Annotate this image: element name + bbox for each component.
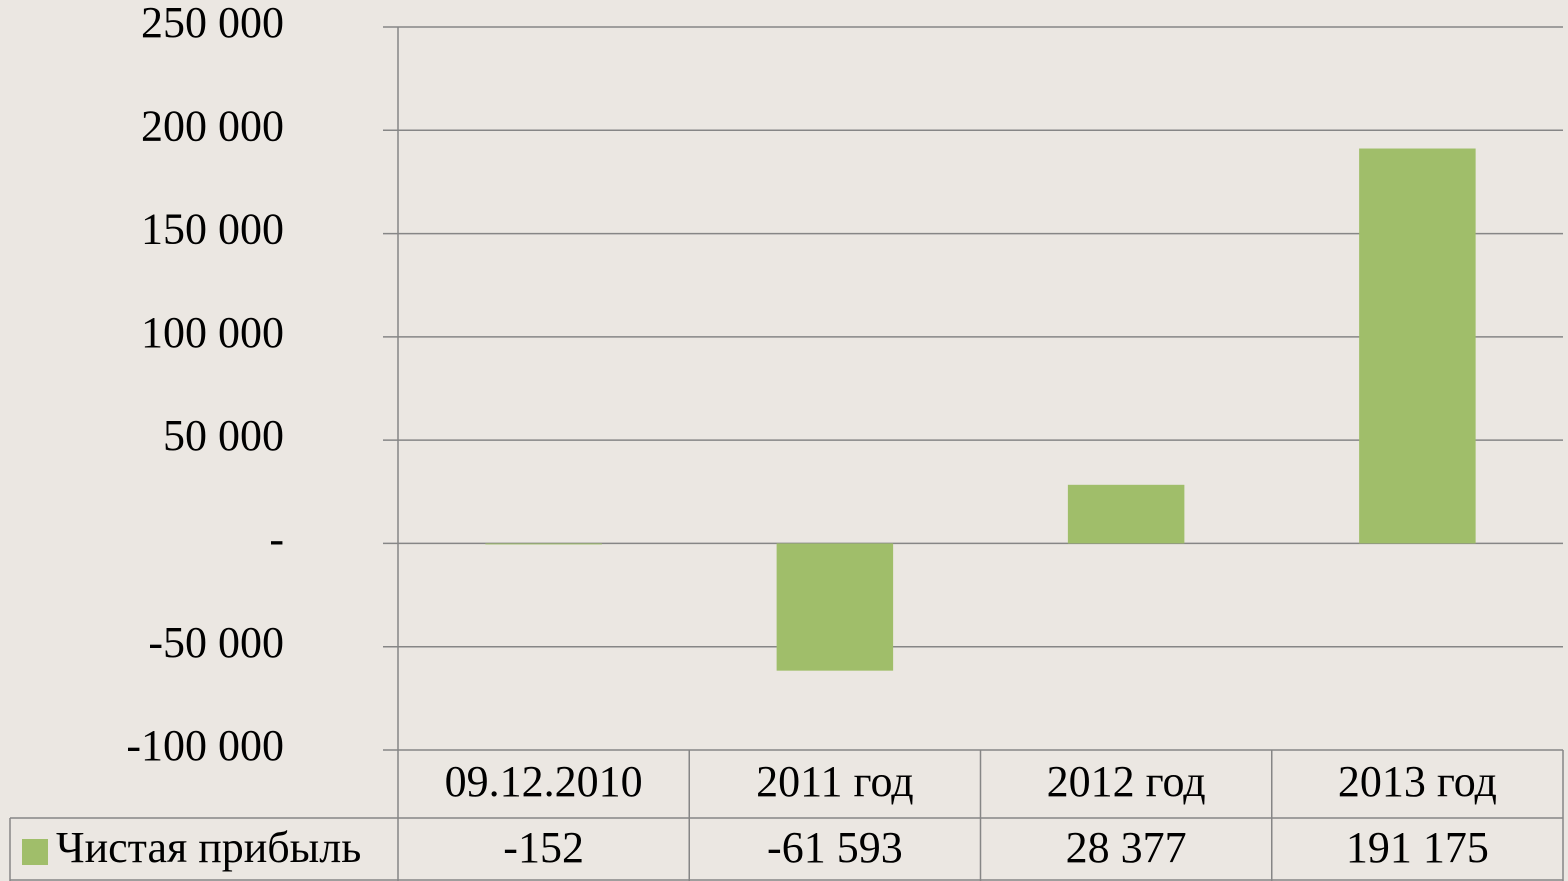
x-tick-label: 2012 год [1047, 757, 1206, 806]
y-tick-label: - [269, 515, 284, 564]
bar [1359, 148, 1476, 544]
y-tick-label: 150 000 [141, 205, 284, 254]
x-tick-label: 09.12.2010 [445, 757, 643, 806]
legend-label: Чистая прибыль [56, 823, 361, 872]
y-tick-label: 50 000 [163, 411, 284, 460]
bar [485, 543, 602, 545]
y-tick-label: 250 000 [141, 0, 284, 47]
data-table-value: 191 175 [1346, 823, 1489, 872]
bar [776, 543, 894, 671]
x-tick-label: 2011 год [756, 757, 913, 806]
y-tick-label: 200 000 [141, 101, 284, 150]
data-table-value: 28 377 [1066, 823, 1187, 872]
data-table-value: -152 [503, 823, 584, 872]
legend-swatch [22, 839, 48, 865]
data-table-value: -61 593 [767, 823, 903, 872]
y-tick-label: -50 000 [148, 618, 284, 667]
y-tick-label: -100 000 [126, 721, 284, 770]
y-tick-label: 100 000 [141, 308, 284, 357]
x-tick-label: 2013 год [1338, 757, 1497, 806]
bar [1067, 484, 1185, 544]
